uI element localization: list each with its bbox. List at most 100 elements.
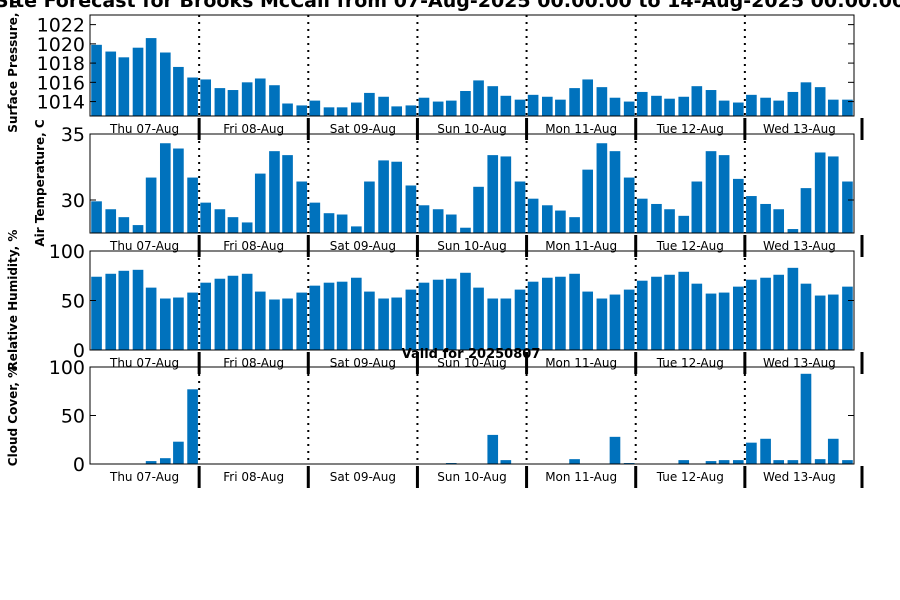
bar	[732, 178, 744, 233]
y-tick-label: 100	[49, 357, 85, 379]
bar	[118, 217, 130, 233]
bar	[391, 106, 403, 116]
panel-2: 30 35 Thu 07-Aug Fri 08-Aug Sat 09-Aug Sun 10…	[33, 119, 864, 257]
bar	[678, 215, 690, 233]
bar	[705, 151, 717, 233]
bar	[91, 201, 102, 233]
bar	[514, 181, 526, 233]
bar	[541, 205, 553, 233]
bar	[746, 94, 757, 116]
bar	[609, 436, 621, 464]
y-tick-label: 1014	[37, 92, 85, 114]
bar	[118, 270, 130, 350]
x-day-label: Mon 11-Aug	[545, 470, 617, 484]
bar	[473, 287, 484, 350]
bar	[500, 298, 512, 350]
bar	[787, 267, 799, 350]
bar	[842, 99, 853, 116]
bar	[514, 99, 526, 116]
y-axis-title: Air Temperature, C	[33, 119, 47, 247]
x-day-label: Mon 11-Aug	[545, 122, 617, 136]
bar	[323, 107, 335, 116]
bar	[336, 214, 348, 233]
bar	[200, 79, 212, 116]
bar	[555, 210, 566, 233]
y-tick-label: 0	[73, 340, 85, 362]
bar	[760, 97, 771, 116]
bar	[636, 198, 648, 233]
bar	[378, 96, 389, 116]
bar	[350, 277, 362, 350]
bar	[609, 294, 621, 350]
bar	[664, 98, 675, 116]
bar	[269, 85, 280, 116]
bar	[473, 80, 484, 116]
bar	[651, 276, 662, 350]
bar	[91, 44, 102, 116]
panel-4: 0 50 100 Thu 07-Aug Fri 08-Aug Sat 09-Aug Sun …	[6, 357, 864, 488]
bar	[718, 292, 730, 350]
bar	[705, 461, 717, 464]
bar	[746, 196, 757, 233]
bar	[582, 291, 594, 350]
y-tick-label: 100	[49, 241, 85, 263]
bar	[514, 289, 526, 350]
bar	[364, 92, 375, 116]
bar	[187, 389, 198, 464]
bar	[254, 291, 266, 350]
bar	[336, 107, 348, 116]
bar	[282, 298, 293, 350]
x-day-label: Fri 08-Aug	[223, 356, 284, 370]
bar	[105, 51, 117, 116]
bar	[118, 57, 130, 116]
y-axis-title: Surface Pressure, mb	[6, 0, 20, 133]
bar	[569, 88, 580, 116]
y-axis-title: Relative Humidity, %	[6, 230, 20, 371]
bar	[432, 101, 444, 116]
x-day-label: Sat 09-Aug	[330, 470, 396, 484]
bar	[636, 280, 648, 350]
bar	[705, 90, 717, 116]
bar	[814, 152, 826, 233]
bar	[487, 298, 499, 350]
bar	[732, 286, 744, 350]
bar	[582, 79, 594, 116]
bar	[609, 151, 621, 233]
x-day-label: Sat 09-Aug	[330, 122, 396, 136]
bar	[541, 277, 553, 350]
bar	[787, 460, 799, 464]
bar	[651, 95, 662, 116]
y-tick-label: 1018	[37, 53, 85, 75]
bar	[173, 148, 184, 233]
bar	[132, 269, 144, 350]
bar	[596, 298, 608, 350]
bar	[323, 282, 335, 350]
x-day-label: Wed 13-Aug	[763, 356, 836, 370]
bar	[132, 225, 144, 233]
figure-subtitle: Valid for 20250807	[402, 347, 541, 362]
bar	[173, 441, 184, 464]
bar	[827, 294, 839, 350]
bar	[145, 38, 157, 117]
axes-box	[89, 366, 855, 465]
bar	[623, 289, 635, 350]
bar	[282, 155, 293, 233]
bar	[132, 47, 144, 117]
x-day-label: Wed 13-Aug	[763, 239, 836, 253]
bar	[800, 188, 812, 233]
x-day-label: Thu 07-Aug	[109, 356, 179, 370]
y-tick-label: 35	[61, 124, 85, 146]
bar	[105, 273, 117, 350]
y-tick-label: 0	[73, 454, 85, 476]
bar	[814, 87, 826, 116]
bar	[187, 292, 198, 350]
bar	[296, 105, 308, 116]
bar	[145, 461, 157, 464]
bar	[651, 203, 662, 233]
bar	[309, 285, 321, 350]
bar	[827, 99, 839, 116]
bar	[678, 460, 690, 464]
bar	[596, 87, 608, 116]
bar	[636, 91, 648, 116]
